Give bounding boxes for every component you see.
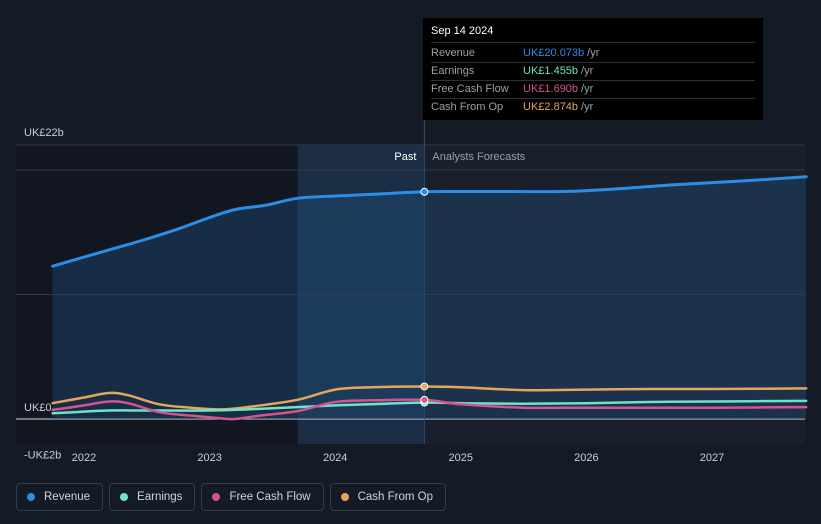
tooltip-label: Free Cash Flow bbox=[431, 83, 509, 95]
legend-dot-icon bbox=[340, 493, 349, 501]
cash-from-op-marker bbox=[420, 382, 429, 391]
legend-label: Revenue bbox=[44, 491, 91, 503]
legend-label: Cash From Op bbox=[357, 491, 434, 503]
legend-dot-icon bbox=[120, 493, 129, 501]
legend-dot-icon bbox=[212, 493, 221, 501]
tooltip-label: Earnings bbox=[431, 65, 475, 77]
tooltip-unit: /yr bbox=[581, 101, 594, 113]
legend-item-cash-from-op[interactable]: Cash From Op bbox=[329, 483, 447, 511]
tooltip-value: UK£1.690b bbox=[523, 83, 579, 95]
y-tick-label: -UK£2b bbox=[24, 450, 61, 462]
tooltip-value: UK£1.455b bbox=[523, 65, 579, 77]
tooltip-row-cash-from-op: Cash From Op UK£2.874b /yr bbox=[431, 99, 755, 116]
tooltip-row-revenue: Revenue UK£20.073b /yr bbox=[431, 45, 755, 63]
revenue-line bbox=[51, 175, 808, 268]
tooltip-label: Cash From Op bbox=[431, 101, 504, 113]
revenue-marker bbox=[420, 187, 429, 196]
x-tick-label: 2027 bbox=[700, 452, 724, 464]
free-cash-flow-line bbox=[51, 398, 808, 421]
tooltip-unit: /yr bbox=[587, 47, 600, 59]
legend-item-revenue[interactable]: Revenue bbox=[16, 483, 104, 511]
revenue-area bbox=[52, 176, 807, 419]
x-tick-label: 2026 bbox=[574, 452, 598, 464]
past-label: Past bbox=[394, 151, 416, 163]
x-tick-label: 2024 bbox=[323, 452, 347, 464]
legend-item-free-cash-flow[interactable]: Free Cash Flow bbox=[201, 483, 324, 511]
y-tick-label: UK£0 bbox=[24, 402, 52, 414]
forecast-label: Analysts Forecasts bbox=[432, 151, 525, 163]
tooltip-row-free-cash-flow: Free Cash Flow UK£1.690b /yr bbox=[431, 81, 755, 99]
tooltip-unit: /yr bbox=[581, 65, 594, 77]
legend-item-earnings[interactable]: Earnings bbox=[109, 483, 196, 511]
tooltip-value: UK£20.073b bbox=[523, 47, 585, 59]
cash-from-op-line bbox=[51, 385, 808, 411]
tooltip-unit: /yr bbox=[581, 83, 594, 95]
tooltip-label: Revenue bbox=[431, 47, 476, 59]
tooltip-date: Sep 14 2024 bbox=[431, 24, 755, 43]
tooltip-value: UK£2.874b bbox=[523, 101, 579, 113]
chart-legend: Revenue Earnings Free Cash Flow Cash Fro… bbox=[16, 483, 447, 511]
x-tick-label: 2025 bbox=[449, 452, 473, 464]
tooltip-row-earnings: Earnings UK£1.455b /yr bbox=[431, 63, 755, 81]
y-tick-label: UK£22b bbox=[24, 127, 64, 139]
data-tooltip: Sep 14 2024 Revenue UK£20.073b /yr Earni… bbox=[423, 18, 763, 120]
x-tick-label: 2023 bbox=[197, 452, 221, 464]
earnings-line bbox=[51, 399, 808, 415]
legend-label: Free Cash Flow bbox=[229, 491, 311, 503]
legend-dot-icon bbox=[27, 493, 35, 501]
x-tick-label: 2022 bbox=[72, 452, 96, 464]
free-cash-flow-marker bbox=[420, 395, 429, 404]
legend-label: Earnings bbox=[137, 491, 183, 503]
